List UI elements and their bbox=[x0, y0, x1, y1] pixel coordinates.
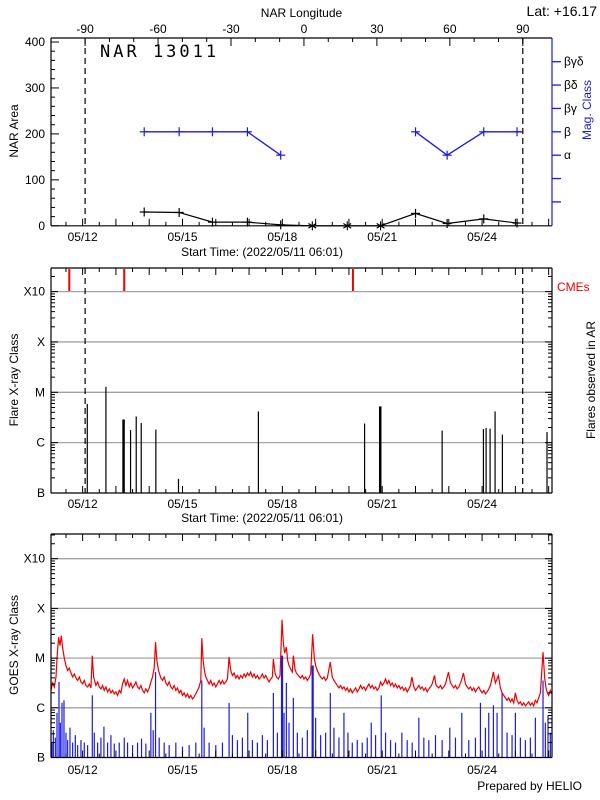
flare-panel: B C M X X10 05/12 05/15 05/18 05/21 05/24 bbox=[24, 267, 553, 511]
svg-text:α: α bbox=[564, 148, 571, 162]
region-title: NAR 13011 bbox=[100, 42, 220, 62]
start-time-caption-middle: Start Time: (2022/05/11 06:01) bbox=[181, 511, 343, 525]
flares-observed-label: Flares observed in AR bbox=[584, 320, 598, 440]
prepared-by-label: Prepared by HELIO bbox=[477, 779, 582, 793]
flare-class-axis-title: Flare X-ray Class bbox=[7, 333, 21, 427]
svg-text:X10: X10 bbox=[24, 552, 46, 566]
svg-text:05/24: 05/24 bbox=[467, 230, 497, 244]
nar-area-panel: -90 -60 -30 0 30 60 90 0 100 200 300 400 βγδ βδ βγ βα 05… bbox=[25, 22, 584, 244]
svg-text:05/15: 05/15 bbox=[167, 230, 197, 244]
svg-text:05/12: 05/12 bbox=[68, 497, 98, 511]
svg-text:05/21: 05/21 bbox=[367, 497, 397, 511]
svg-text:-90: -90 bbox=[76, 22, 94, 36]
svg-text:-60: -60 bbox=[149, 22, 167, 36]
start-time-caption-top: Start Time: (2022/05/11 06:01) bbox=[181, 245, 343, 259]
svg-text:C: C bbox=[36, 436, 45, 450]
svg-text:30: 30 bbox=[370, 22, 384, 36]
svg-text:05/21: 05/21 bbox=[367, 763, 397, 777]
svg-text:05/12: 05/12 bbox=[68, 230, 98, 244]
svg-text:400: 400 bbox=[25, 35, 45, 49]
svg-text:0: 0 bbox=[301, 22, 308, 36]
svg-text:200: 200 bbox=[25, 127, 45, 141]
svg-text:X: X bbox=[37, 601, 45, 615]
svg-text:X: X bbox=[37, 335, 45, 349]
svg-text:βγ: βγ bbox=[564, 101, 577, 115]
svg-text:0: 0 bbox=[38, 219, 45, 233]
svg-text:05/18: 05/18 bbox=[267, 230, 297, 244]
nar-area-axis-title: NAR Area bbox=[7, 104, 21, 158]
svg-text:M: M bbox=[35, 651, 45, 665]
svg-text:X10: X10 bbox=[24, 285, 46, 299]
svg-text:100: 100 bbox=[25, 173, 45, 187]
goes-long-series bbox=[50, 619, 553, 708]
svg-text:M: M bbox=[35, 385, 45, 399]
svg-text:βδ: βδ bbox=[564, 78, 578, 92]
svg-text:05/15: 05/15 bbox=[167, 763, 197, 777]
nar-area-series bbox=[139, 207, 522, 231]
latitude-label: Lat: +16.17 bbox=[526, 3, 597, 19]
svg-text:05/15: 05/15 bbox=[167, 497, 197, 511]
svg-text:05/12: 05/12 bbox=[68, 763, 98, 777]
svg-text:05/24: 05/24 bbox=[467, 497, 497, 511]
svg-text:C: C bbox=[36, 701, 45, 715]
svg-text:05/21: 05/21 bbox=[367, 230, 397, 244]
svg-text:βγδ: βγδ bbox=[564, 55, 584, 69]
longitude-axis-title: NAR Longitude bbox=[260, 6, 343, 20]
flare-lines bbox=[86, 386, 548, 493]
goes-short-series bbox=[51, 655, 551, 757]
svg-text:-30: -30 bbox=[222, 22, 240, 36]
mag-class-series bbox=[139, 127, 523, 160]
svg-text:05/24: 05/24 bbox=[467, 763, 497, 777]
svg-text:B: B bbox=[37, 486, 45, 500]
svg-text:05/18: 05/18 bbox=[267, 763, 297, 777]
mag-class-axis: βγδ βδ βγ βα bbox=[552, 55, 584, 203]
svg-text:B: B bbox=[37, 751, 45, 765]
cme-ticks bbox=[68, 269, 354, 291]
svg-text:60: 60 bbox=[443, 22, 457, 36]
mag-class-axis-title: Mag. Class bbox=[580, 79, 594, 141]
goes-class-axis-title: GOES X-ray Class bbox=[7, 594, 21, 696]
svg-text:90: 90 bbox=[516, 22, 530, 36]
cmes-label: CMEs bbox=[557, 280, 590, 294]
svg-text:05/18: 05/18 bbox=[267, 497, 297, 511]
svg-text:300: 300 bbox=[25, 81, 45, 95]
goes-panel: B C M X X10 05/12 05/15 05/18 05/21 05/24 bbox=[24, 533, 553, 777]
svg-text:β: β bbox=[564, 125, 571, 139]
